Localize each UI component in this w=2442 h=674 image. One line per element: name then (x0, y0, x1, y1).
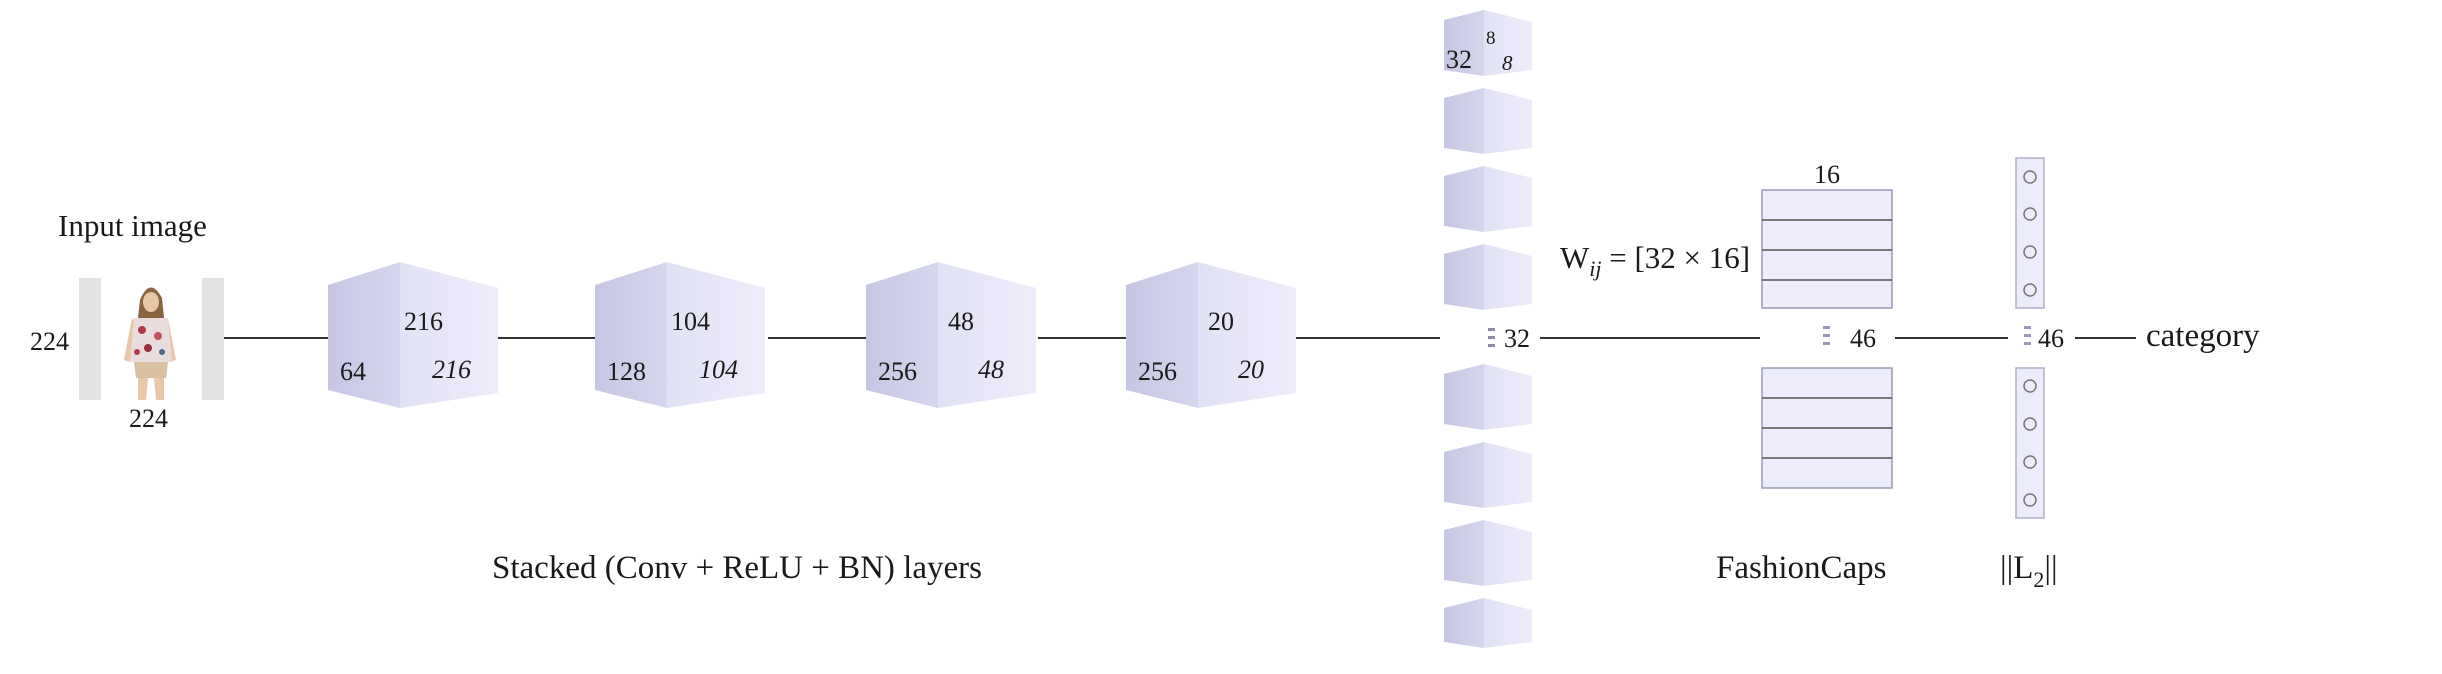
conv-block-side-face (1198, 262, 1296, 408)
primary-capsule-side-face (1484, 10, 1532, 76)
l2-circle-icon (2023, 207, 2037, 221)
primary-capsule-front-face (1444, 598, 1484, 648)
l2-circle-icon (2023, 283, 2037, 297)
fashion-caps-dim: 16 (1814, 160, 1840, 189)
primary-capsule-cube (1444, 442, 1532, 508)
primary-capsule-front-face (1444, 442, 1484, 508)
conv-block-front-face (1126, 262, 1198, 408)
conv-block-height: 216 (404, 307, 443, 336)
fashion-caps: 16 46 FashionCaps (1716, 160, 1893, 586)
primary-capsule-side-face (1484, 166, 1532, 232)
primary-capsule-front-face (1444, 520, 1484, 586)
fashion-photo-icon (124, 287, 176, 400)
conv-block-channels: 256 (878, 357, 917, 386)
primary-capsule-cube (1444, 88, 1532, 154)
fashion-caps-upper-block (1761, 189, 1893, 309)
conv-block-width: 216 (432, 355, 471, 384)
conv-block-channels: 128 (607, 357, 646, 386)
conv-block-height: 104 (671, 307, 710, 336)
conv-block-side-face (938, 262, 1036, 408)
primary-capsule-front-face (1444, 244, 1484, 310)
primary-capsule-front-face (1444, 10, 1484, 76)
primary-capsule-cube (1444, 10, 1532, 76)
conv-block-side-face (667, 262, 765, 408)
input-section: Input image 224 224 (30, 208, 224, 433)
conv-block-width: 48 (978, 355, 1004, 384)
primary-capsule-cube (1444, 598, 1532, 648)
primary-capsule-cube (1444, 166, 1532, 232)
primary-capsule-side-face (1484, 364, 1532, 430)
primary-capsules-labels: 32 8 8 32 (1446, 28, 1530, 353)
conv-block-height: 48 (948, 307, 974, 336)
l2-count: 46 (2038, 324, 2064, 353)
primary-capsule-front-face (1444, 88, 1484, 154)
conv-caption: Stacked (Conv + ReLU + BN) layers (492, 550, 982, 586)
primary-capsule-side-face (1484, 244, 1532, 310)
primary-caps-top-channels: 32 (1446, 45, 1472, 74)
input-height-label: 224 (30, 327, 69, 356)
primary-capsule-cube (1444, 520, 1532, 586)
primary-caps-ellipsis-icon (1488, 328, 1495, 347)
conv-block: 128 104 104 (595, 262, 765, 408)
primary-capsule-cube (1444, 364, 1532, 430)
primary-capsule-front-face (1444, 364, 1484, 430)
l2-circle-icon (2023, 417, 2037, 431)
primary-capsule-side-face (1484, 520, 1532, 586)
primary-capsule-side-face (1484, 442, 1532, 508)
conv-block-front-face (595, 262, 667, 408)
fashion-caps-caption: FashionCaps (1716, 550, 1887, 586)
fashion-caps-ellipsis-icon (1823, 326, 1830, 345)
l2-circle-icon (2023, 245, 2037, 259)
conv-block-front-face (328, 262, 400, 408)
conv-block-side-face (400, 262, 498, 408)
output-category-label: category (2146, 318, 2260, 354)
l2-ellipsis-icon (2024, 326, 2031, 345)
l2-circle-icon (2023, 455, 2037, 469)
conv-block-channels: 64 (340, 357, 366, 386)
conv-block-height: 20 (1208, 307, 1234, 336)
primary-caps-top-height: 8 (1486, 28, 1496, 49)
conv-block-channels: 256 (1138, 357, 1177, 386)
l2-lower-column (2015, 367, 2045, 519)
primary-capsule-side-face (1484, 598, 1532, 648)
fashion-caps-count: 46 (1850, 324, 1876, 353)
fashion-caps-lower-block (1761, 367, 1893, 489)
conv-block-front-face (866, 262, 938, 408)
conv-block: 64 216 216 (328, 262, 498, 408)
input-title: Input image (58, 208, 207, 243)
l2-norm: 46 ||L2|| (2000, 157, 2064, 592)
l2-circle-icon (2023, 170, 2037, 184)
l2-caption: ||L2|| (2000, 550, 2058, 592)
primary-capsule-cube (1444, 244, 1532, 310)
weight-matrix-label: Wij = [32 × 16] (1560, 240, 1750, 281)
primary-capsules (1444, 10, 1532, 648)
primary-caps-top-width: 8 (1502, 51, 1513, 75)
conv-block-width: 20 (1238, 355, 1264, 384)
primary-caps-count: 32 (1504, 324, 1530, 353)
primary-capsule-side-face (1484, 88, 1532, 154)
input-width-label: 224 (129, 404, 168, 433)
primary-capsule-front-face (1444, 166, 1484, 232)
conv-block-width: 104 (699, 355, 738, 384)
l2-circle-icon (2023, 493, 2037, 507)
l2-circle-icon (2023, 379, 2037, 393)
l2-upper-column (2015, 157, 2045, 309)
